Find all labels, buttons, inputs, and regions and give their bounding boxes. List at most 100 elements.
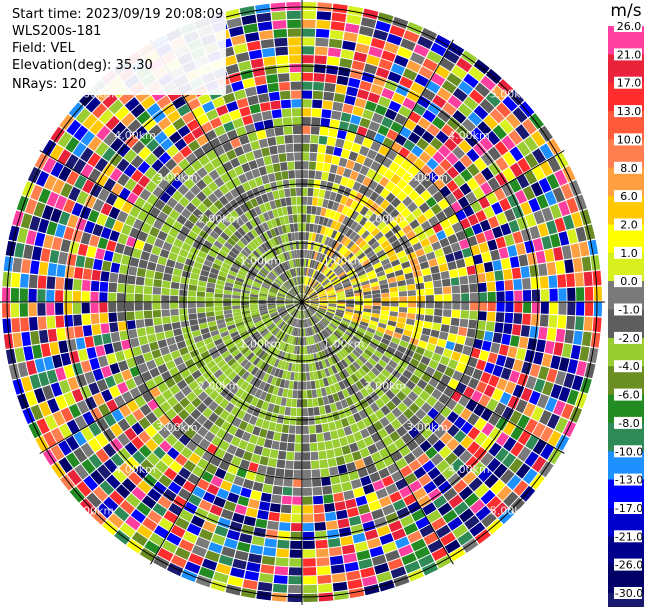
velocity-cell (369, 380, 379, 391)
velocity-cell (205, 550, 220, 563)
velocity-cell (234, 280, 243, 286)
velocity-cell (251, 313, 260, 319)
velocity-cell (258, 501, 271, 511)
velocity-cell (254, 473, 266, 483)
velocity-cell (165, 360, 176, 370)
velocity-cell (483, 384, 496, 398)
velocity-cell (391, 239, 401, 249)
velocity-cell (213, 571, 229, 584)
velocity-cell (140, 251, 151, 261)
velocity-cell (322, 266, 330, 275)
velocity-cell (325, 312, 334, 318)
velocity-cell (529, 225, 541, 240)
velocity-cell (199, 275, 208, 282)
velocity-cell (58, 457, 73, 474)
velocity-cell (273, 316, 281, 323)
velocity-cell (266, 250, 273, 259)
velocity-cell (451, 285, 461, 294)
velocity-cell (311, 232, 317, 242)
velocity-cell (333, 354, 341, 363)
velocity-cell (369, 191, 380, 202)
velocity-cell (230, 188, 240, 199)
velocity-cell (127, 119, 142, 133)
velocity-cell (348, 255, 357, 263)
velocity-cell (239, 459, 250, 470)
velocity-cell (417, 36, 434, 50)
velocity-cell (63, 303, 73, 315)
velocity-cell (355, 330, 365, 337)
velocity-cell (94, 157, 109, 172)
velocity-cell (350, 394, 360, 404)
velocity-cell (346, 86, 359, 97)
velocity-cell (180, 320, 190, 328)
velocity-cell (52, 411, 66, 427)
velocity-cell (290, 188, 296, 197)
velocity-cell (231, 262, 241, 270)
range-ring-label: 1.00km (240, 254, 282, 267)
velocity-cell (108, 312, 118, 323)
velocity-cell (294, 345, 298, 354)
azimuth-line (39, 150, 303, 303)
velocity-cell (267, 458, 278, 468)
velocity-cell (178, 434, 191, 446)
velocity-cell (414, 276, 424, 284)
velocity-cell (280, 287, 288, 293)
velocity-cell (173, 474, 187, 487)
velocity-cell (304, 276, 308, 285)
velocity-cell (273, 432, 282, 441)
velocity-cell (326, 520, 338, 530)
velocity-cell (167, 110, 181, 123)
velocity-cell (246, 561, 261, 573)
velocity-cell (225, 180, 236, 191)
velocity-cell (231, 247, 240, 256)
velocity-cell (431, 241, 442, 251)
velocity-cell (143, 286, 153, 295)
velocity-cell (223, 121, 235, 133)
velocity-cell (388, 281, 398, 288)
velocity-cell (480, 371, 492, 384)
velocity-cell (424, 366, 436, 377)
velocity-cell (478, 302, 488, 311)
velocity-cell (222, 452, 234, 463)
velocity-cell (287, 434, 296, 443)
velocity-cell (356, 420, 366, 431)
velocity-cell (191, 106, 205, 119)
velocity-cell (289, 223, 295, 233)
velocity-cell (74, 175, 87, 190)
velocity-cell (158, 474, 172, 488)
velocity-cell (238, 252, 247, 261)
velocity-cell (493, 187, 506, 201)
velocity-cell (340, 49, 355, 60)
velocity-cell (250, 366, 259, 376)
velocity-cell (137, 362, 149, 374)
velocity-cell (264, 475, 275, 485)
velocity-cell (517, 430, 532, 446)
velocity-cell (398, 105, 412, 118)
velocity-cell (109, 168, 123, 182)
velocity-cell (532, 439, 547, 455)
velocity-cell (424, 315, 434, 323)
velocity-cell (378, 145, 390, 156)
velocity-cell (274, 566, 289, 576)
velocity-cell (440, 172, 453, 185)
velocity-cell (402, 97, 416, 110)
velocity-cell (65, 137, 80, 153)
velocity-cell (285, 300, 294, 302)
velocity-cell (344, 561, 359, 572)
velocity-cell (218, 249, 228, 258)
velocity-cell (495, 236, 507, 249)
velocity-cell (507, 245, 518, 257)
velocity-cell (261, 401, 270, 411)
velocity-cell (298, 276, 301, 285)
velocity-cell (44, 414, 58, 431)
velocity-cell (344, 95, 356, 106)
velocity-cell (236, 409, 246, 420)
velocity-cell (271, 348, 278, 357)
velocity-cell (318, 291, 326, 296)
velocity-cell (576, 302, 585, 316)
velocity-cell (332, 280, 341, 286)
velocity-cell (310, 302, 319, 305)
velocity-cell (170, 315, 180, 323)
velocity-cell (250, 343, 259, 352)
velocity-cell (368, 121, 381, 132)
